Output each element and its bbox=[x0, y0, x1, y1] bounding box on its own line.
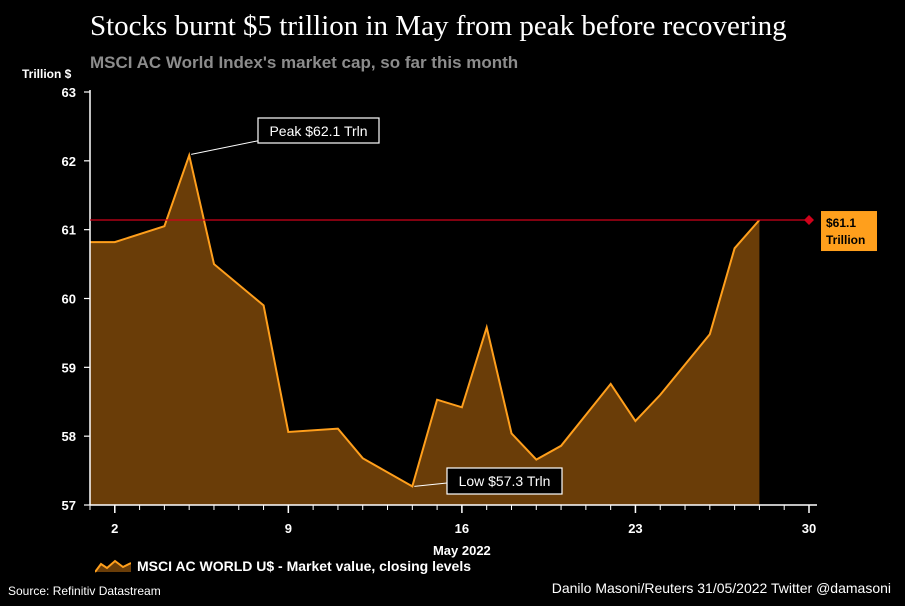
peak-callout-label: Peak $62.1 Trln bbox=[269, 123, 367, 139]
series-area-fill bbox=[90, 155, 760, 506]
y-tick-label: 60 bbox=[62, 292, 76, 307]
x-tick-label: 30 bbox=[802, 521, 816, 536]
y-axis-label: Trillion $ bbox=[22, 67, 72, 81]
chart-title: Stocks burnt $5 trillion in May from pea… bbox=[90, 10, 787, 42]
y-tick-label: 58 bbox=[62, 429, 76, 444]
legend: MSCI AC WORLD U$ - Market value, closing… bbox=[95, 558, 471, 574]
y-tick-label: 62 bbox=[62, 154, 76, 169]
credit-note: Danilo Masoni/Reuters 31/05/2022 Twitter… bbox=[551, 580, 891, 596]
y-tick-label: 63 bbox=[62, 85, 76, 100]
end-point-marker bbox=[804, 215, 814, 226]
legend-swatch-icon bbox=[95, 559, 131, 573]
low-callout-label: Low $57.3 Trln bbox=[459, 473, 551, 489]
chart-annotations: $61.1 Trillion Peak $62.1 Trln Low $57.3 Tr… bbox=[90, 117, 877, 495]
low-callout-box bbox=[446, 467, 563, 495]
x-axis-label: May 2022 bbox=[433, 543, 491, 558]
y-tick-label: 59 bbox=[62, 360, 76, 375]
y-tick-label: 61 bbox=[62, 223, 76, 238]
end-value-box bbox=[821, 211, 877, 252]
series-line bbox=[90, 151, 761, 488]
x-tick-label: 23 bbox=[628, 521, 642, 536]
end-value-unit: Trillion bbox=[826, 233, 865, 247]
peak-callout-box bbox=[257, 117, 380, 144]
chart-subtitle: MSCI AC World Index's market cap, so far… bbox=[90, 53, 519, 72]
x-tick-label: 16 bbox=[455, 521, 469, 536]
chart-area-group bbox=[90, 151, 761, 506]
chart-axes: 57 58 59 60 61 62 63 2 9 16 23 30 May 2022 bbox=[62, 85, 817, 558]
source-note: Source: Refinitiv Datastream bbox=[8, 584, 161, 598]
low-leader-line bbox=[414, 482, 448, 487]
end-value-label: $61.1 bbox=[826, 216, 856, 230]
y-tick-label: 57 bbox=[62, 498, 76, 513]
legend-label: MSCI AC WORLD U$ - Market value, closing… bbox=[137, 558, 472, 574]
x-tick-label: 2 bbox=[111, 521, 118, 536]
peak-leader-line bbox=[191, 139, 263, 155]
x-tick-label: 9 bbox=[285, 521, 292, 536]
